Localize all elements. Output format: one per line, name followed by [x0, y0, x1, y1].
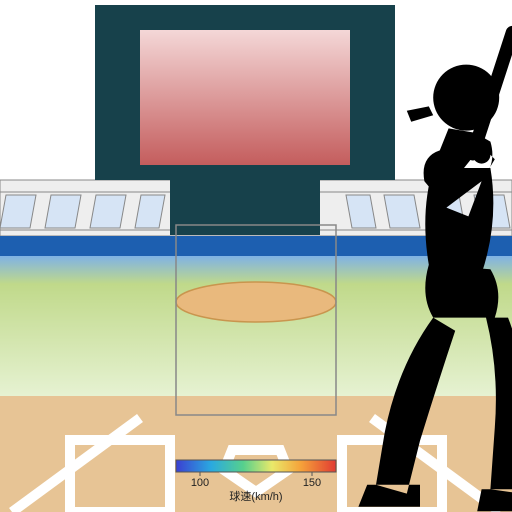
speed-legend-bar	[176, 460, 336, 472]
scoreboard-screen	[140, 30, 350, 165]
legend-tick-label: 150	[303, 477, 321, 489]
stand-panel	[45, 195, 81, 228]
scoreboard-stem	[170, 180, 320, 235]
pitch-location-chart: 100 150 球速(km/h)	[0, 0, 512, 512]
bat-knob	[473, 146, 491, 164]
stand-panel	[90, 195, 126, 228]
legend-title: 球速(km/h)	[229, 489, 282, 503]
pitchers-mound	[176, 282, 336, 322]
legend-tick-label: 100	[191, 477, 209, 489]
stand-panel	[0, 195, 36, 228]
stand-panel	[384, 195, 420, 228]
